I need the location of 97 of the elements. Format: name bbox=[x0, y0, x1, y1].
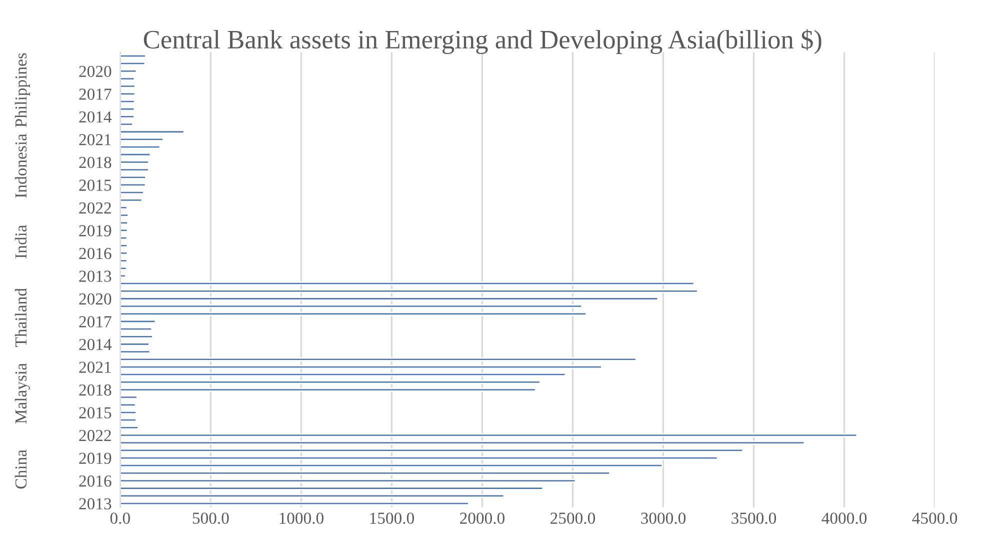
bar bbox=[120, 342, 150, 346]
bar bbox=[120, 448, 744, 452]
bar bbox=[120, 410, 137, 414]
bar bbox=[120, 471, 611, 476]
y-tick-label: 2016 bbox=[79, 248, 112, 260]
bar bbox=[120, 213, 130, 218]
bar bbox=[120, 228, 128, 232]
bar bbox=[120, 426, 139, 430]
bar bbox=[120, 198, 143, 202]
y-tick-label: 2019 bbox=[79, 452, 112, 464]
y-tick-label: 2017 bbox=[79, 88, 112, 100]
y-tick-label: 2021 bbox=[79, 362, 111, 373]
bar bbox=[120, 350, 151, 354]
x-tick-label: 0.0 bbox=[110, 512, 130, 524]
bar bbox=[120, 464, 664, 468]
y-tick-label: 2015 bbox=[79, 407, 112, 418]
bar bbox=[120, 478, 576, 483]
bar bbox=[120, 258, 128, 263]
bar bbox=[120, 296, 658, 301]
bar bbox=[120, 494, 505, 498]
bar bbox=[120, 182, 146, 187]
bar bbox=[120, 433, 858, 438]
bar bbox=[120, 327, 153, 332]
bar bbox=[120, 236, 128, 240]
x-tick-label: 3500.0 bbox=[732, 512, 776, 524]
bar bbox=[120, 92, 136, 96]
bar bbox=[120, 380, 541, 384]
bar bbox=[120, 168, 150, 172]
y-tick-label: 2020 bbox=[79, 293, 112, 305]
bar bbox=[120, 54, 146, 58]
bar bbox=[120, 190, 144, 195]
bar bbox=[120, 357, 637, 362]
y-tick-label: 2014 bbox=[79, 111, 112, 123]
bar bbox=[120, 107, 136, 112]
y-tick-label: 2019 bbox=[79, 225, 112, 236]
bar bbox=[120, 418, 137, 422]
bar bbox=[120, 304, 582, 308]
bar bbox=[120, 206, 128, 210]
bar bbox=[120, 99, 136, 104]
text: Indonesia bbox=[14, 134, 27, 198]
bar bbox=[120, 62, 146, 66]
y-tick-label: 2021 bbox=[79, 134, 111, 146]
text: India bbox=[14, 224, 27, 258]
bar bbox=[120, 319, 156, 324]
bar bbox=[120, 372, 566, 377]
bar bbox=[120, 144, 161, 150]
bar bbox=[120, 440, 806, 445]
x-tick-label: 1000.0 bbox=[280, 512, 324, 524]
bar bbox=[120, 281, 695, 286]
y-tick-label: 2013 bbox=[79, 498, 112, 510]
bar bbox=[120, 152, 152, 157]
bar bbox=[120, 388, 536, 392]
y-tick-label: 2018 bbox=[79, 156, 112, 168]
bar bbox=[120, 289, 698, 294]
bar bbox=[120, 137, 164, 142]
x-tick-label: 4000.0 bbox=[822, 512, 867, 524]
x-tick-label: 500.0 bbox=[192, 512, 229, 524]
bar bbox=[120, 244, 128, 248]
bar bbox=[120, 456, 718, 460]
bar bbox=[120, 69, 138, 74]
x-tick-label: 2500.0 bbox=[550, 512, 596, 524]
bar bbox=[120, 76, 136, 81]
y-tick-label: 2020 bbox=[79, 66, 112, 78]
y-tick-label: 2013 bbox=[79, 270, 112, 282]
y-tick-label: 2017 bbox=[79, 316, 112, 328]
x-tick-label: 2000.0 bbox=[460, 512, 504, 524]
x-tick-label: 4500.0 bbox=[912, 512, 958, 524]
bar bbox=[120, 486, 544, 490]
text: Philippines bbox=[14, 53, 30, 128]
text: China bbox=[14, 450, 27, 489]
bar bbox=[120, 402, 136, 407]
y-tick-label: 2022 bbox=[79, 430, 111, 442]
bar bbox=[120, 220, 128, 225]
bar bbox=[120, 84, 136, 88]
text: Thailand bbox=[14, 288, 27, 347]
bar bbox=[120, 364, 602, 369]
bar bbox=[120, 130, 185, 134]
y-tick-label: 2018 bbox=[79, 384, 112, 396]
x-tick-label: 1500.0 bbox=[370, 512, 414, 524]
y-tick-label: 2014 bbox=[79, 338, 112, 350]
bar bbox=[120, 266, 128, 270]
bar bbox=[120, 334, 154, 339]
y-tick-label: 2015 bbox=[79, 180, 112, 191]
bar bbox=[120, 274, 126, 278]
bar bbox=[120, 251, 128, 256]
y-tick-label: 2016 bbox=[79, 475, 112, 487]
y-tick-label: 2022 bbox=[79, 202, 111, 214]
bar bbox=[120, 160, 150, 164]
bar bbox=[120, 312, 587, 316]
bar bbox=[120, 175, 146, 180]
x-tick-label: 3000.0 bbox=[641, 512, 686, 524]
bar bbox=[120, 501, 470, 506]
bar bbox=[120, 395, 138, 400]
chart-title: Central Bank assets in Emerging and Developing Asia(billion $) bbox=[144, 29, 822, 54]
bar bbox=[120, 114, 135, 119]
text: Malaysia bbox=[14, 363, 30, 424]
bar bbox=[120, 122, 134, 126]
